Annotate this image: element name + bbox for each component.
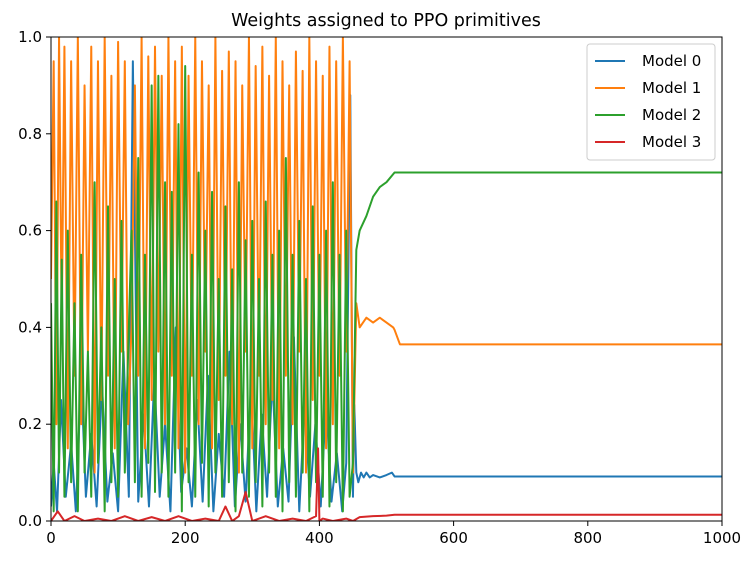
legend-label-model-3: Model 3 xyxy=(642,133,701,151)
series-layer xyxy=(51,37,722,521)
axes-frame xyxy=(50,36,723,522)
y-tick-label: 0.2 xyxy=(18,415,42,433)
axes-layer: 0 200 400 600 800 1000 0.0 0.2 0.4 0.6 0.8 1.0 xyxy=(18,28,741,547)
legend-label-model-2: Model 2 xyxy=(642,106,701,124)
legend-label-model-0: Model 0 xyxy=(642,52,701,70)
y-tick-label: 0.0 xyxy=(18,512,42,530)
x-tick-label: 600 xyxy=(439,529,468,547)
legend-label-model-1: Model 1 xyxy=(642,79,701,97)
x-tick-label: 1000 xyxy=(703,529,741,547)
x-tick-label: 400 xyxy=(305,529,334,547)
chart-title: Weights assigned to PPO primitives xyxy=(231,11,541,31)
series-line-model-1 xyxy=(51,37,722,474)
series-line-model-2 xyxy=(51,65,722,513)
y-tick-label: 0.6 xyxy=(18,222,42,240)
x-tick-label: 800 xyxy=(573,529,602,547)
legend-box xyxy=(586,43,716,161)
y-tick-label: 1.0 xyxy=(18,28,42,46)
x-tick-label: 200 xyxy=(171,529,200,547)
series-line-model-3 xyxy=(51,447,722,521)
x-tick-label: 0 xyxy=(46,529,56,547)
y-tick-label: 0.4 xyxy=(18,318,42,336)
legend: Model 0 Model 1 Model 2 Model 3 xyxy=(586,43,716,161)
y-tick-label: 0.8 xyxy=(18,125,42,143)
